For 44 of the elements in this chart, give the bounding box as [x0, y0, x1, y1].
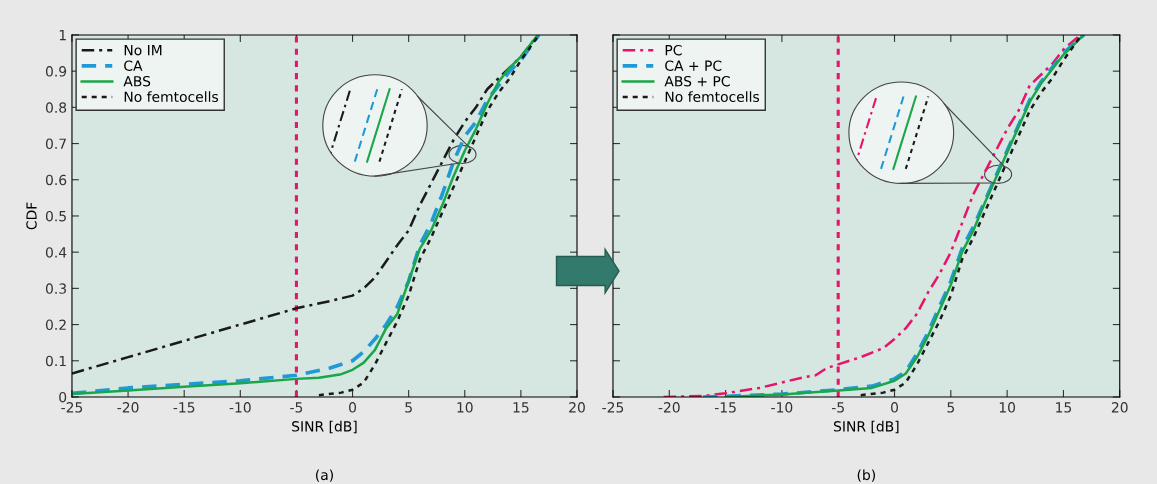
- x-tick-label: 5: [405, 402, 412, 413]
- x-tick-label: 20: [569, 402, 585, 413]
- y-tick-label: 0.3: [45, 283, 66, 294]
- x-tick-label: 10: [457, 402, 473, 413]
- x-tick-label: -10: [229, 402, 251, 413]
- x-tick-label: -20: [117, 402, 139, 413]
- y-tick-label: 0.1: [45, 355, 66, 367]
- text: (b): [857, 469, 875, 482]
- legend-label: PC: [665, 44, 682, 56]
- x-tick-label: -5: [290, 402, 303, 413]
- x-tick-label: -25: [602, 402, 624, 413]
- y-axis-title: CDF: [26, 202, 37, 230]
- legend-label: CA + PC: [665, 60, 722, 71]
- y-tick-label: 0.6: [45, 174, 67, 186]
- x-tick-label: -5: [831, 402, 844, 413]
- y-tick-label: 0.8: [45, 102, 67, 113]
- legend-label: CA: [124, 60, 143, 71]
- x-tick-label: -20: [658, 402, 680, 413]
- x-axis-title: SINR [dB]: [834, 420, 899, 434]
- legend-label: No femtocells: [124, 91, 219, 102]
- x-tick-label: 20: [1111, 402, 1128, 413]
- y-tick-label: 0.9: [45, 66, 67, 77]
- x-tick-label: 10: [999, 402, 1016, 413]
- legend-label: ABS: [123, 75, 151, 87]
- x-tick-label: -10: [771, 402, 793, 413]
- x-axis-title: SINR [dB]: [292, 420, 357, 434]
- x-tick-label: -15: [714, 402, 736, 413]
- x-tick-label: -25: [61, 402, 83, 413]
- x-tick-label: 15: [513, 402, 529, 413]
- legend-label: No femtocells: [665, 91, 760, 102]
- y-tick-label: 0.5: [45, 210, 66, 222]
- x-tick-label: -15: [173, 402, 195, 413]
- x-tick-label: 0: [349, 402, 357, 413]
- legend-label: No IM: [124, 45, 162, 56]
- y-tick-label: 0.7: [45, 138, 66, 150]
- text: (a): [316, 469, 333, 482]
- y-tick-label: 1: [59, 30, 66, 41]
- legend-label: ABS + PC: [664, 75, 730, 87]
- x-tick-label: 15: [1056, 402, 1072, 413]
- x-tick-label: 5: [947, 402, 955, 413]
- y-tick-label: 0.4: [45, 247, 67, 258]
- y-tick-label: 0: [59, 391, 67, 403]
- y-tick-label: 0.2: [45, 319, 66, 331]
- x-tick-label: 0: [891, 402, 899, 413]
